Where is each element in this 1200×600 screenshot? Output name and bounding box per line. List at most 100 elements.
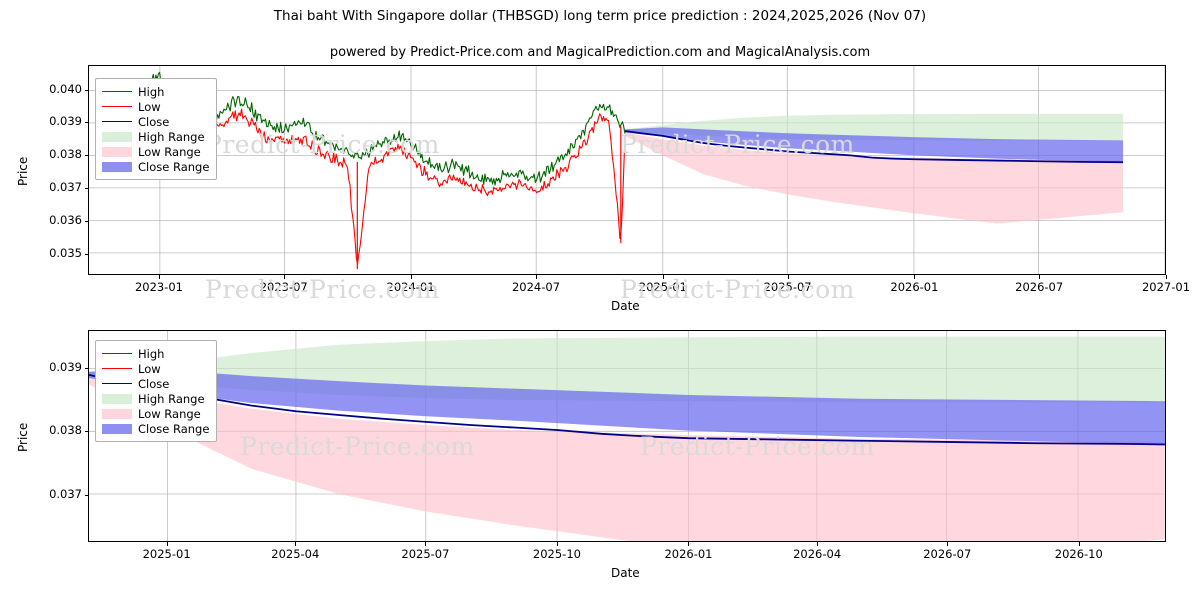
- chart-legend: HighLowCloseHigh RangeLow RangeClose Ran…: [95, 340, 217, 442]
- legend-swatch-mark: [102, 132, 132, 142]
- legend-patch-swatch: [102, 161, 132, 173]
- x-tick-mark: [167, 542, 168, 546]
- y-tick-mark: [85, 495, 89, 496]
- y-tick-label: 0.040: [38, 82, 82, 96]
- x-tick-mark: [425, 542, 426, 546]
- legend-swatch-mark: [102, 91, 132, 93]
- x-tick-label: 2027-01: [1140, 280, 1192, 294]
- legend-swatch-mark: [102, 106, 132, 108]
- legend-swatch-mark: [102, 409, 132, 419]
- legend-label: High: [138, 85, 164, 99]
- x-tick-label: 2026-10: [1053, 547, 1105, 561]
- legend-item: Low Range: [102, 406, 209, 421]
- legend-item: Close Range: [102, 421, 209, 436]
- y-tick-mark: [85, 368, 89, 369]
- x-tick-label: 2026-01: [662, 547, 714, 561]
- legend-swatch-mark: [102, 147, 132, 157]
- legend-label: Close: [138, 377, 169, 391]
- y-tick-label: 0.036: [38, 213, 82, 227]
- legend-label: Close Range: [138, 422, 209, 436]
- legend-item: High Range: [102, 391, 209, 406]
- y-axis-label: Price: [16, 423, 30, 452]
- legend-line-swatch: [102, 101, 132, 113]
- legend-patch-swatch: [102, 131, 132, 143]
- legend-label: Low: [138, 362, 161, 376]
- x-tick-label: 2024-07: [510, 280, 562, 294]
- x-tick-mark: [688, 542, 689, 546]
- legend-label: High Range: [138, 130, 205, 144]
- y-tick-label: 0.038: [38, 147, 82, 161]
- x-tick-mark: [1079, 542, 1080, 546]
- legend-label: Close: [138, 115, 169, 129]
- legend-item: High Range: [102, 129, 209, 144]
- x-tick-label: 2026-07: [921, 547, 973, 561]
- legend-label: Low Range: [138, 145, 201, 159]
- y-tick-label: 0.039: [38, 114, 82, 128]
- legend-item: Low: [102, 361, 209, 376]
- x-tick-label: 2025-10: [531, 547, 583, 561]
- legend-patch-swatch: [102, 408, 132, 420]
- y-tick-mark: [85, 90, 89, 91]
- x-tick-label: 2026-01: [888, 280, 940, 294]
- y-tick-mark: [85, 188, 89, 189]
- x-tick-label: 2025-07: [762, 280, 814, 294]
- y-tick-mark: [85, 221, 89, 222]
- legend-label: High Range: [138, 392, 205, 406]
- legend-item: Close: [102, 114, 209, 129]
- legend-line-swatch: [102, 348, 132, 360]
- legend-item: High: [102, 84, 209, 99]
- y-tick-mark: [85, 122, 89, 123]
- x-tick-label: 2023-01: [133, 280, 185, 294]
- bottom-chart-axes: [88, 330, 1166, 542]
- x-tick-mark: [536, 275, 537, 279]
- legend-swatch-mark: [102, 121, 132, 123]
- legend-line-swatch: [102, 86, 132, 98]
- y-axis-label: Price: [16, 157, 30, 186]
- legend-swatch-mark: [102, 383, 132, 385]
- legend-item: Low Range: [102, 144, 209, 159]
- x-tick-label: 2026-07: [1013, 280, 1065, 294]
- y-tick-mark: [85, 431, 89, 432]
- y-tick-label: 0.037: [38, 487, 82, 501]
- legend-line-swatch: [102, 363, 132, 375]
- legend-item: Close Range: [102, 159, 209, 174]
- y-tick-label: 0.038: [38, 423, 82, 437]
- chart-title: Thai baht With Singapore dollar (THBSGD)…: [0, 8, 1200, 24]
- x-axis-label: Date: [611, 299, 640, 313]
- x-tick-mark: [914, 275, 915, 279]
- y-tick-label: 0.037: [38, 180, 82, 194]
- legend-label: Close Range: [138, 160, 209, 174]
- top-chart-plot: [89, 66, 1165, 274]
- x-tick-label: 2025-01: [637, 280, 689, 294]
- legend-patch-swatch: [102, 423, 132, 435]
- x-tick-label: 2025-07: [399, 547, 451, 561]
- legend-patch-swatch: [102, 393, 132, 405]
- x-tick-label: 2025-04: [269, 547, 321, 561]
- bottom-chart-plot: [89, 331, 1165, 541]
- x-tick-mark: [1039, 275, 1040, 279]
- legend-swatch-mark: [102, 424, 132, 434]
- top-chart-axes: [88, 65, 1166, 275]
- y-tick-mark: [85, 155, 89, 156]
- y-tick-label: 0.039: [38, 360, 82, 374]
- legend-label: Low Range: [138, 407, 201, 421]
- legend-line-swatch: [102, 116, 132, 128]
- x-tick-mark: [788, 275, 789, 279]
- y-tick-label: 0.035: [38, 246, 82, 260]
- x-tick-label: 2024-01: [385, 280, 437, 294]
- legend-swatch-mark: [102, 353, 132, 355]
- legend-swatch-mark: [102, 162, 132, 172]
- x-tick-mark: [1166, 275, 1167, 279]
- x-axis-label: Date: [611, 566, 640, 580]
- chart-legend: HighLowCloseHigh RangeLow RangeClose Ran…: [95, 78, 217, 180]
- x-tick-mark: [411, 275, 412, 279]
- x-tick-label: 2025-01: [141, 547, 193, 561]
- x-tick-mark: [295, 542, 296, 546]
- chart-subtitle: powered by Predict-Price.com and Magical…: [0, 45, 1200, 60]
- figure: Thai baht With Singapore dollar (THBSGD)…: [0, 0, 1200, 600]
- y-tick-mark: [85, 254, 89, 255]
- x-tick-label: 2026-04: [791, 547, 843, 561]
- legend-line-swatch: [102, 378, 132, 390]
- legend-swatch-mark: [102, 368, 132, 370]
- x-tick-mark: [663, 275, 664, 279]
